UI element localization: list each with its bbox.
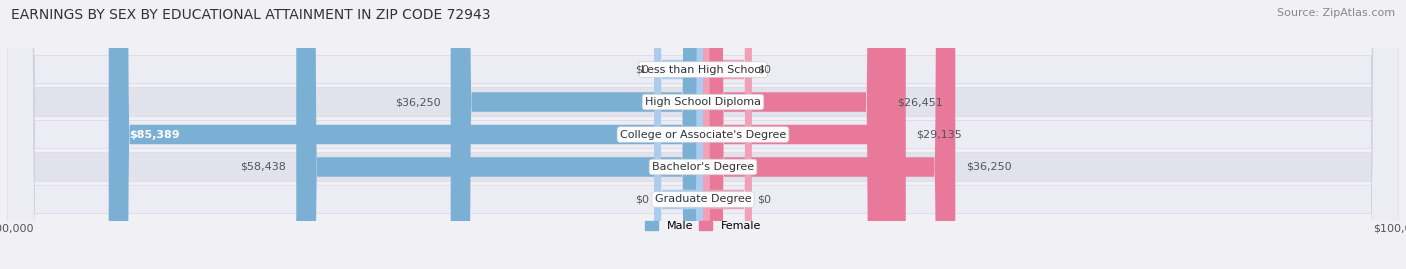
Text: $26,451: $26,451 (897, 97, 943, 107)
Text: $0: $0 (634, 65, 648, 75)
FancyBboxPatch shape (654, 0, 703, 269)
FancyBboxPatch shape (7, 0, 1399, 269)
Text: $36,250: $36,250 (966, 162, 1011, 172)
Legend: Male, Female: Male, Female (640, 217, 766, 236)
FancyBboxPatch shape (703, 0, 752, 269)
Text: Bachelor's Degree: Bachelor's Degree (652, 162, 754, 172)
Text: High School Diploma: High School Diploma (645, 97, 761, 107)
FancyBboxPatch shape (703, 0, 752, 269)
FancyBboxPatch shape (654, 0, 703, 269)
Text: $29,135: $29,135 (917, 129, 962, 140)
FancyBboxPatch shape (7, 0, 1399, 269)
Text: $58,438: $58,438 (240, 162, 285, 172)
FancyBboxPatch shape (703, 0, 955, 269)
FancyBboxPatch shape (108, 0, 703, 269)
Text: $0: $0 (758, 65, 772, 75)
FancyBboxPatch shape (7, 0, 1399, 269)
Text: Source: ZipAtlas.com: Source: ZipAtlas.com (1277, 8, 1395, 18)
Text: College or Associate's Degree: College or Associate's Degree (620, 129, 786, 140)
FancyBboxPatch shape (703, 0, 887, 269)
FancyBboxPatch shape (297, 0, 703, 269)
FancyBboxPatch shape (451, 0, 703, 269)
Text: $0: $0 (758, 194, 772, 204)
Text: $85,389: $85,389 (129, 129, 180, 140)
Text: EARNINGS BY SEX BY EDUCATIONAL ATTAINMENT IN ZIP CODE 72943: EARNINGS BY SEX BY EDUCATIONAL ATTAINMEN… (11, 8, 491, 22)
FancyBboxPatch shape (7, 0, 1399, 269)
Text: $36,250: $36,250 (395, 97, 440, 107)
Text: Graduate Degree: Graduate Degree (655, 194, 751, 204)
FancyBboxPatch shape (703, 0, 905, 269)
Text: Less than High School: Less than High School (641, 65, 765, 75)
Text: $0: $0 (634, 194, 648, 204)
FancyBboxPatch shape (7, 0, 1399, 269)
